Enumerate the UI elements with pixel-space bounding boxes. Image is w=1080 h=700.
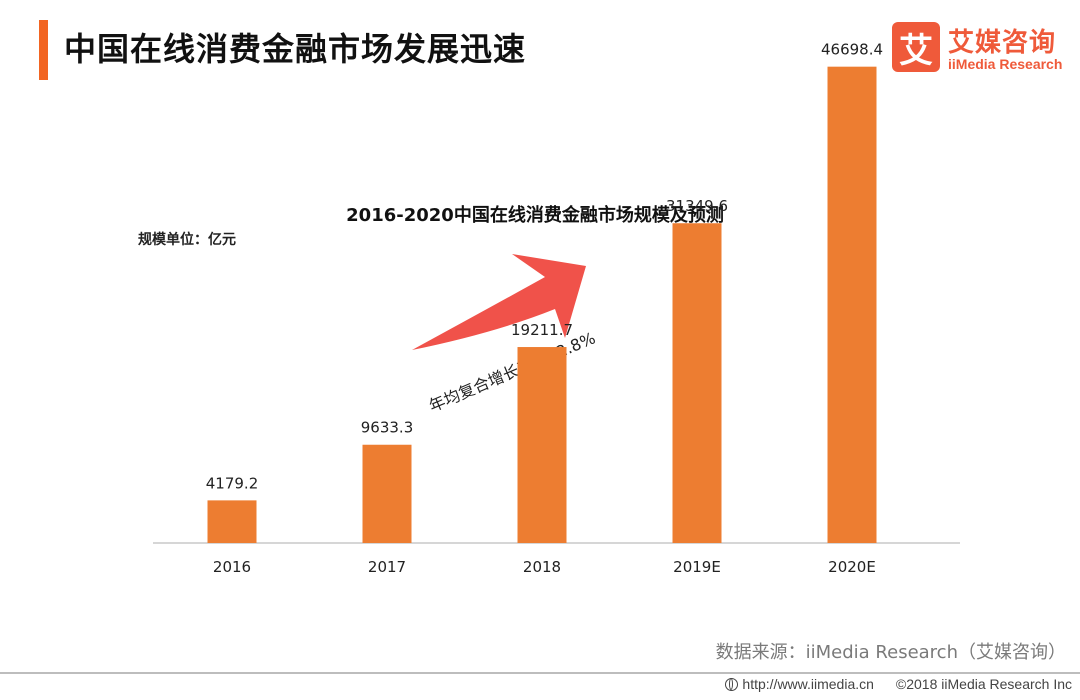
bar-2020E bbox=[827, 66, 877, 543]
value-label-2019E: 31349.6 bbox=[666, 197, 728, 215]
footer: http://www.iimedia.cn ©2018 iiMedia Resea… bbox=[725, 676, 1072, 692]
brand-logo: 艾 艾媒咨询 iiMedia Research bbox=[892, 22, 1067, 76]
x-tick-label-2019E: 2019E bbox=[673, 558, 721, 576]
x-tick-label-2020E: 2020E bbox=[828, 558, 876, 576]
title-accent-bar bbox=[39, 20, 48, 80]
bar-2019E bbox=[672, 223, 722, 544]
bar-2017 bbox=[362, 444, 412, 543]
value-label-2018: 19211.7 bbox=[511, 321, 573, 339]
footer-copyright: ©2018 iiMedia Research Inc bbox=[895, 676, 1072, 692]
logo-name-cn: 艾媒咨询 bbox=[948, 28, 1057, 58]
value-label-2016: 4179.2 bbox=[206, 474, 259, 492]
unit-label: 规模单位：亿元 bbox=[138, 231, 236, 248]
bar-2018 bbox=[517, 347, 567, 543]
logo-mark-icon: 艾 bbox=[892, 22, 940, 72]
data-source: 数据来源：iiMedia Research（艾媒咨询） bbox=[715, 642, 1066, 663]
footer-url[interactable]: http://www.iimedia.cn bbox=[742, 676, 874, 692]
globe-icon bbox=[725, 678, 739, 691]
bar-2016 bbox=[207, 500, 257, 543]
bars-group: 4179.220169633.3201719211.7201831349.620… bbox=[206, 41, 883, 576]
footer-divider bbox=[0, 672, 1080, 674]
growth-arrow-icon bbox=[412, 254, 586, 350]
page-title: 中国在线消费金融市场发展迅速 bbox=[64, 30, 527, 68]
x-tick-label-2017: 2017 bbox=[368, 558, 406, 576]
value-label-2020E: 46698.4 bbox=[821, 41, 883, 59]
logo-name-en: iiMedia Research bbox=[948, 56, 1063, 72]
growth-rate-annotation: 年均复合增长率：82.8% bbox=[426, 328, 598, 415]
x-tick-label-2018: 2018 bbox=[523, 558, 561, 576]
x-tick-label-2016: 2016 bbox=[213, 558, 251, 576]
value-label-2017: 9633.3 bbox=[361, 419, 414, 437]
chart-title: 2016-2020中国在线消费金融市场规模及预测 bbox=[346, 204, 724, 226]
